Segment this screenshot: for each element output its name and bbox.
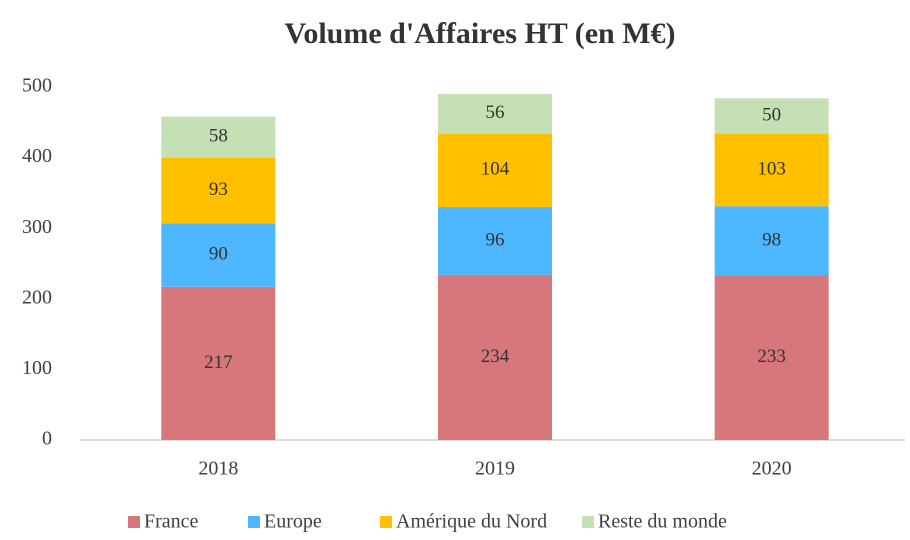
y-tick-label: 200 — [22, 286, 52, 308]
legend-label: Reste du monde — [598, 511, 727, 533]
bar-segment — [438, 274, 552, 440]
bar-segment — [161, 223, 276, 287]
bar-segment — [161, 157, 276, 224]
bar-segment — [714, 98, 829, 134]
bar-segment — [438, 207, 552, 275]
data-label: 93 — [209, 179, 228, 200]
bar-segment — [438, 133, 552, 208]
legend-swatch — [248, 516, 260, 528]
data-label: 96 — [486, 229, 505, 250]
x-tick-label: 2020 — [752, 458, 792, 480]
data-label: 104 — [481, 159, 510, 180]
legend-label: Europe — [264, 511, 322, 533]
data-label: 98 — [762, 229, 781, 250]
data-label: 233 — [757, 346, 786, 367]
chart-title: Volume d'Affaires HT (en M€) — [284, 17, 675, 50]
y-tick-label: 500 — [22, 75, 52, 97]
data-label: 58 — [209, 125, 228, 146]
bar-segment — [438, 94, 552, 134]
data-label: 234 — [481, 346, 510, 367]
legend-label: Amérique du Nord — [396, 511, 547, 533]
data-label: 217 — [204, 352, 233, 373]
x-tick-label: 2018 — [198, 458, 238, 480]
bar-segment — [714, 275, 829, 440]
y-tick-label: 300 — [22, 216, 52, 238]
y-tick-label: 100 — [22, 357, 52, 379]
x-tick-label: 2019 — [475, 458, 515, 480]
bar-segment — [161, 116, 276, 158]
data-label: 50 — [762, 104, 781, 125]
data-label: 103 — [757, 158, 786, 179]
legend-swatch — [380, 516, 392, 528]
legend-swatch — [582, 516, 594, 528]
data-label: 90 — [209, 243, 228, 264]
legend-label: France — [144, 511, 199, 533]
y-tick-label: 400 — [22, 145, 52, 167]
bar-segment — [714, 133, 829, 207]
data-label: 56 — [486, 102, 505, 123]
legend-swatch — [128, 516, 140, 528]
y-tick-label: 0 — [42, 428, 52, 450]
bar-segment — [161, 286, 276, 440]
bar-segment — [714, 206, 829, 276]
